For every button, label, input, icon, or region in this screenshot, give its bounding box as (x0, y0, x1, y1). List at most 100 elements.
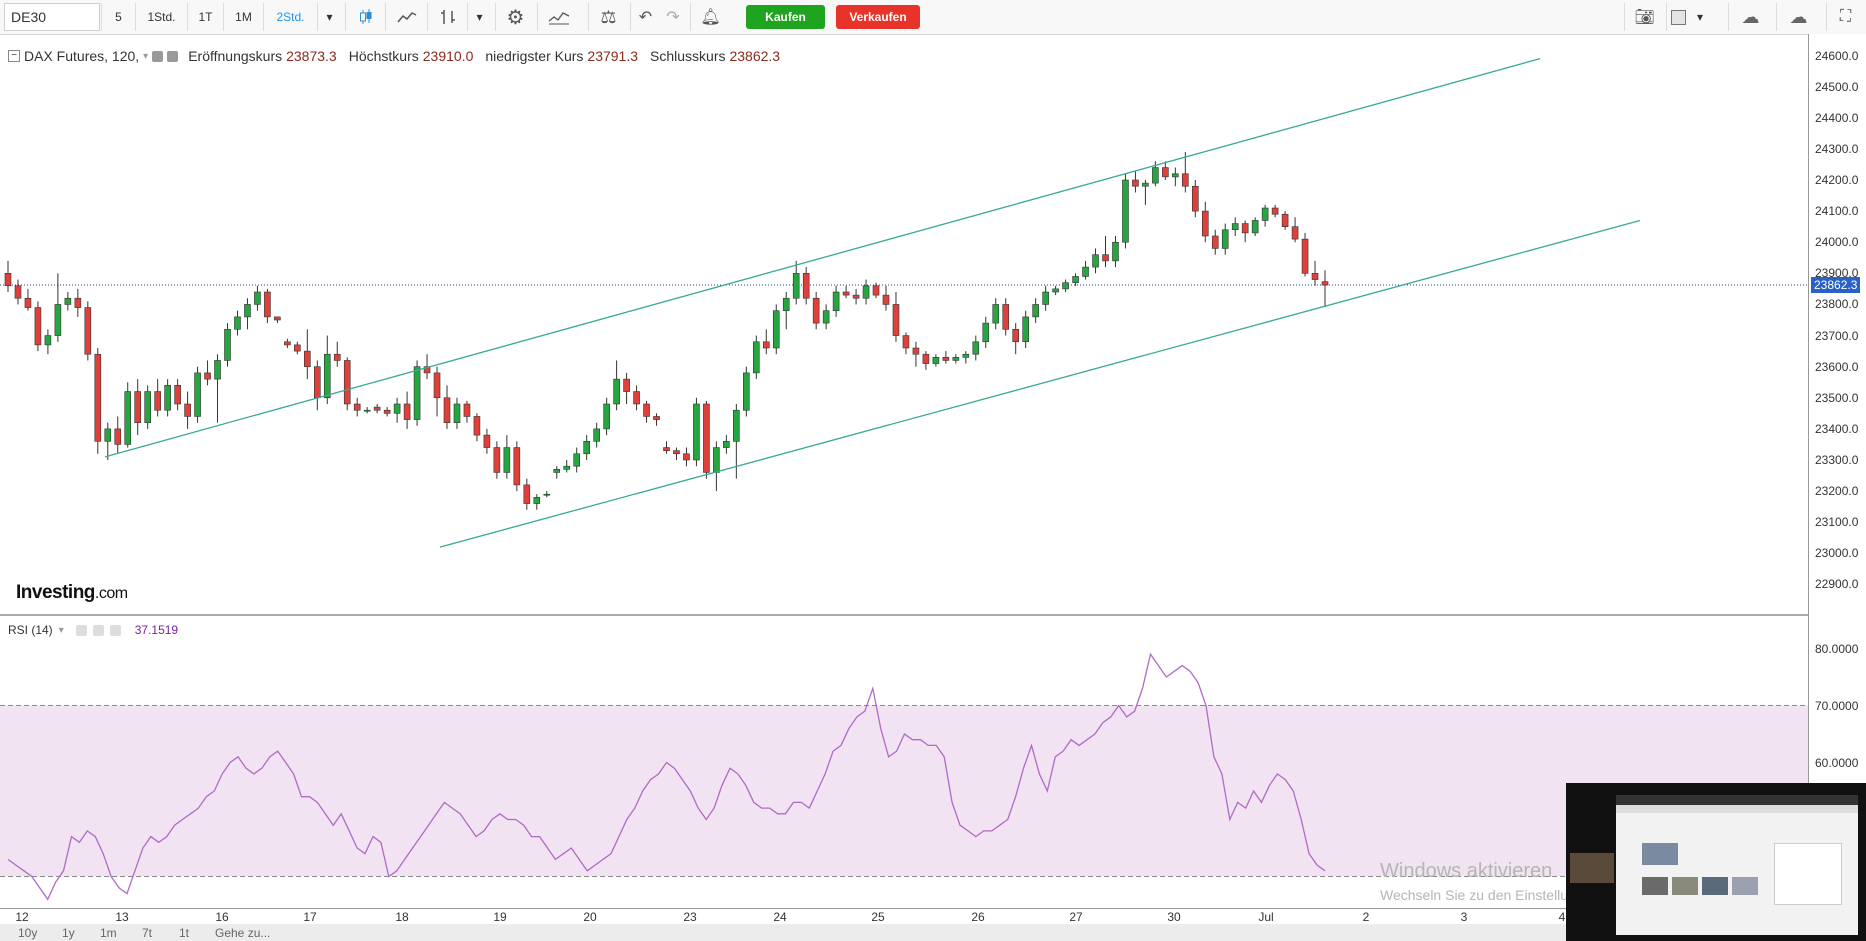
candle-body (64, 297, 72, 305)
candle-body (902, 335, 910, 349)
candle-body (862, 285, 870, 299)
candle-body (832, 291, 840, 311)
open-label: Eröffnungskurs (188, 48, 283, 64)
bar-chart-button[interactable] (427, 3, 467, 31)
interval-1m[interactable]: 1M (223, 3, 263, 31)
candle-type-button[interactable] (345, 3, 385, 31)
candle (1182, 152, 1189, 193)
sell-button[interactable]: Verkaufen (836, 5, 920, 29)
candle-body (693, 403, 700, 461)
line-chart-button[interactable] (385, 3, 427, 31)
candle-body (962, 353, 970, 358)
candle (44, 329, 52, 355)
candle-body (553, 469, 561, 473)
candle (683, 447, 690, 467)
price-axis[interactable]: 24600.0 24500.0 24400.0 24300.0 24200.0 24100… (1808, 34, 1866, 908)
candle (1132, 170, 1139, 193)
candle (673, 447, 680, 460)
candle (533, 494, 541, 510)
snapshot-button[interactable]: 📷︎ (1624, 3, 1664, 31)
layout-dropdown[interactable]: ▾ (1690, 3, 1710, 31)
redo-button[interactable]: ↷ (660, 3, 686, 31)
candle-body (1022, 316, 1029, 343)
candle (104, 422, 112, 460)
interval-2std[interactable]: 2Std. (263, 3, 317, 31)
rsi-band (0, 705, 1808, 877)
candle-body (313, 366, 321, 399)
high-label: Höchstkurs (348, 48, 419, 64)
symbol-input[interactable]: DE30 (4, 3, 100, 31)
channel-lower-line[interactable] (439, 219, 1641, 548)
fullscreen-button[interactable]: ⛶ (1826, 3, 1864, 31)
settings-icon[interactable] (167, 50, 179, 62)
compare-button[interactable]: ⚖ (588, 3, 628, 31)
candle-body (254, 291, 261, 305)
candle-body (1271, 207, 1279, 215)
range-1y[interactable]: 1y (62, 926, 75, 940)
range-10y[interactable]: 10y (18, 926, 38, 940)
time-axis-label: 13 (115, 910, 129, 924)
chevron-down-icon[interactable]: ▾ (143, 50, 149, 62)
chevron-down-icon[interactable]: ▾ (58, 624, 64, 636)
candle (264, 288, 271, 324)
chart-type-dropdown[interactable]: ▾ (467, 3, 491, 31)
candle (393, 397, 401, 423)
range-7t[interactable]: 7t (142, 926, 153, 940)
layout-button[interactable] (1666, 3, 1690, 31)
close-value: 23862.3 (729, 48, 781, 64)
ohlc-icon (440, 10, 455, 24)
undo-button[interactable]: ↶ (630, 3, 660, 31)
candle (613, 360, 620, 411)
rsi-line (7, 652, 1326, 901)
candle (643, 400, 650, 423)
channel-upper-line[interactable] (104, 58, 1541, 458)
time-axis-label: 30 (1167, 910, 1181, 924)
candle (882, 285, 890, 311)
candle-body (1321, 281, 1329, 286)
goto-date-link[interactable]: Gehe zu... (215, 926, 271, 940)
interval-1t[interactable]: 1T (187, 3, 223, 31)
eye-icon[interactable] (152, 50, 164, 62)
eye-icon[interactable] (75, 624, 87, 636)
candle (772, 304, 780, 355)
buy-button[interactable]: Kaufen (746, 5, 825, 29)
candle-body (483, 434, 491, 448)
time-axis-label: 26 (971, 910, 985, 924)
interval-5[interactable]: 5 (101, 3, 135, 31)
candle (64, 292, 72, 311)
candle-body (942, 357, 950, 361)
redo-icon: ↷ (666, 9, 680, 26)
settings-icon[interactable] (92, 624, 104, 636)
price-axis-label: 23000.0 (1815, 546, 1859, 561)
candle (14, 279, 22, 305)
candle (194, 366, 201, 423)
candle-body (24, 297, 32, 308)
candle-body (304, 350, 311, 367)
investing-logo: Investing.com (16, 582, 128, 603)
collapse-icon[interactable]: − (8, 50, 20, 62)
candle (154, 379, 161, 417)
candle-body (1172, 173, 1179, 178)
candle (254, 285, 261, 311)
close-icon[interactable] (109, 624, 121, 636)
range-bar: 10y 1y 1m 7t 1t Gehe zu... (0, 924, 1866, 941)
range-1m[interactable]: 1m (100, 926, 117, 940)
candle (563, 460, 571, 473)
cloud-save-button[interactable]: ☁ (1776, 3, 1820, 31)
chevron-down-icon: ▾ (326, 10, 333, 24)
candle-body (114, 428, 122, 445)
candle (1072, 273, 1079, 286)
alert-button[interactable]: 🔔︎ (690, 3, 730, 31)
interval-1std[interactable]: 1Std. (135, 3, 187, 31)
candle (822, 304, 830, 330)
range-1t[interactable]: 1t (179, 926, 190, 940)
candle-body (842, 291, 850, 296)
cloud-load-button[interactable]: ☁ (1728, 3, 1772, 31)
settings-button[interactable]: ⚙ (495, 3, 535, 31)
candle-body (274, 316, 281, 321)
video-overlay-thumbnail[interactable] (1566, 783, 1866, 941)
time-axis[interactable]: 12 13 16 17 18 19 20 23 24 25 26 27 30 Jul 2 3 4 (0, 908, 1866, 925)
indicators-button[interactable] (537, 3, 579, 31)
interval-dropdown[interactable]: ▾ (317, 3, 341, 31)
candle-body (244, 304, 251, 318)
